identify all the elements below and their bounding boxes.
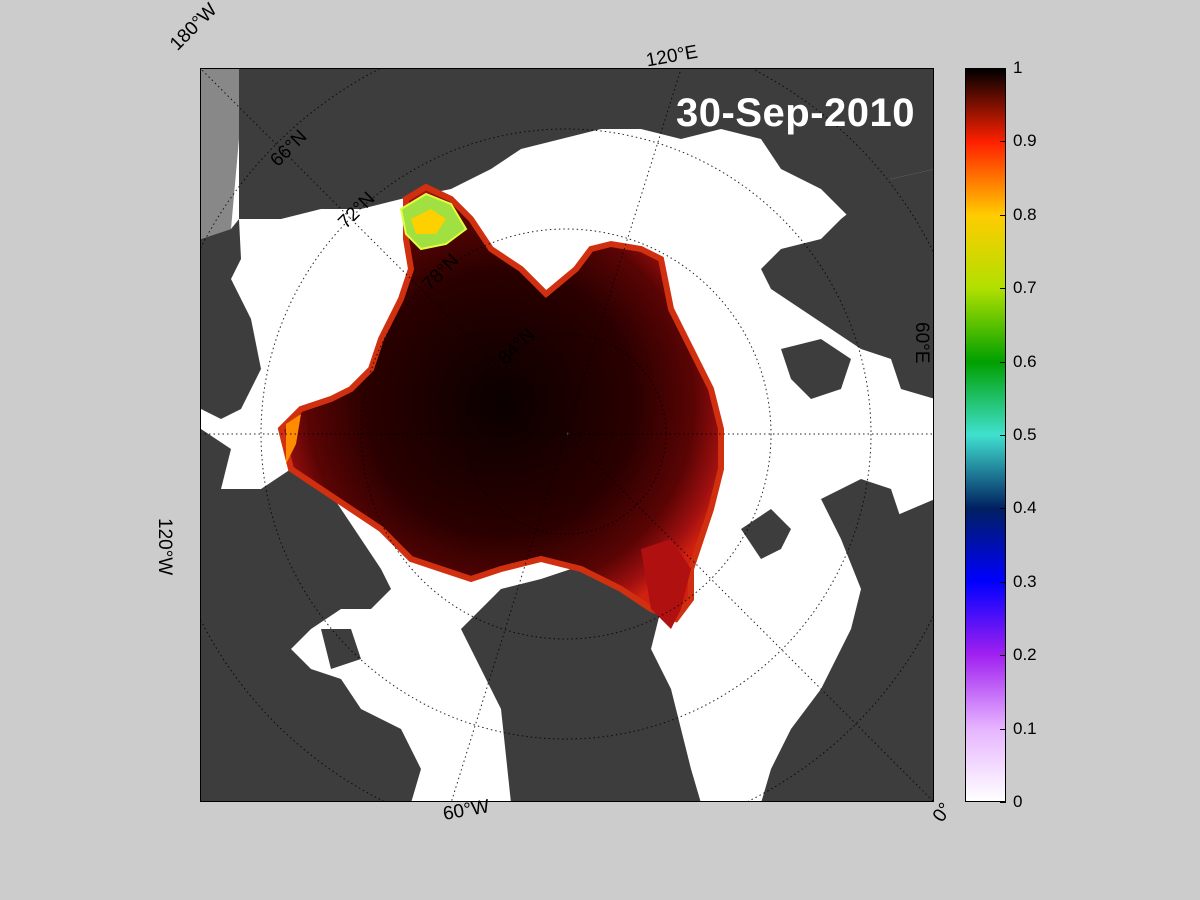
colorbar-tick-mark [1000,361,1006,363]
pole-marker: + [566,432,570,438]
lon-label-120w: 120°W [154,518,175,576]
map-canvas: + [201,69,933,801]
lon-label-60e: 60°E [911,322,932,364]
lon-label-0: 0° [928,799,957,827]
lon-label-180w: 180°W [166,0,222,55]
colorbar-tick-label: 0.8 [1013,204,1037,224]
date-label: 30-Sep-2010 [676,91,915,135]
colorbar-tick-mark [1000,214,1006,216]
colorbar-tick-label: 0.1 [1013,718,1037,738]
colorbar-tick-label: 0.6 [1013,351,1037,371]
colorbar-tick-mark [1000,288,1006,290]
colorbar-tick-mark [1000,802,1006,803]
no-data-region [201,69,239,239]
colorbar-tick-label: 0.5 [1013,425,1037,444]
colorbar-tick-mark [1000,435,1006,436]
graticule [201,69,933,801]
colorbar-tick-label: 0.7 [1013,278,1037,298]
colorbar-tick-label: 0.3 [1013,571,1037,591]
colorbar-tick-mark [1000,728,1006,730]
marginal-ice-core [411,209,446,234]
colorbar-tick-label: 0.2 [1013,645,1037,665]
land [201,69,933,801]
colorbar-tick-label: 0.4 [1013,498,1037,518]
colorbar-tick-mark [1000,141,1006,143]
colorbar-tick-mark [1000,68,1006,69]
colorbar-tick-label: 0.9 [1013,131,1037,151]
colorbar-tick-mark [1000,655,1006,657]
colorbar-tick-label: 1 [1013,58,1023,77]
colorbar-tick-label: 0 [1013,792,1023,811]
colorbar-tick-mark [1000,508,1006,510]
sea-ice-map: + 30-Sep-2010 [200,68,934,802]
ice-edge-west [286,414,301,464]
colorbar-tick-mark [1000,581,1006,583]
ice-east-greenland [641,539,691,629]
